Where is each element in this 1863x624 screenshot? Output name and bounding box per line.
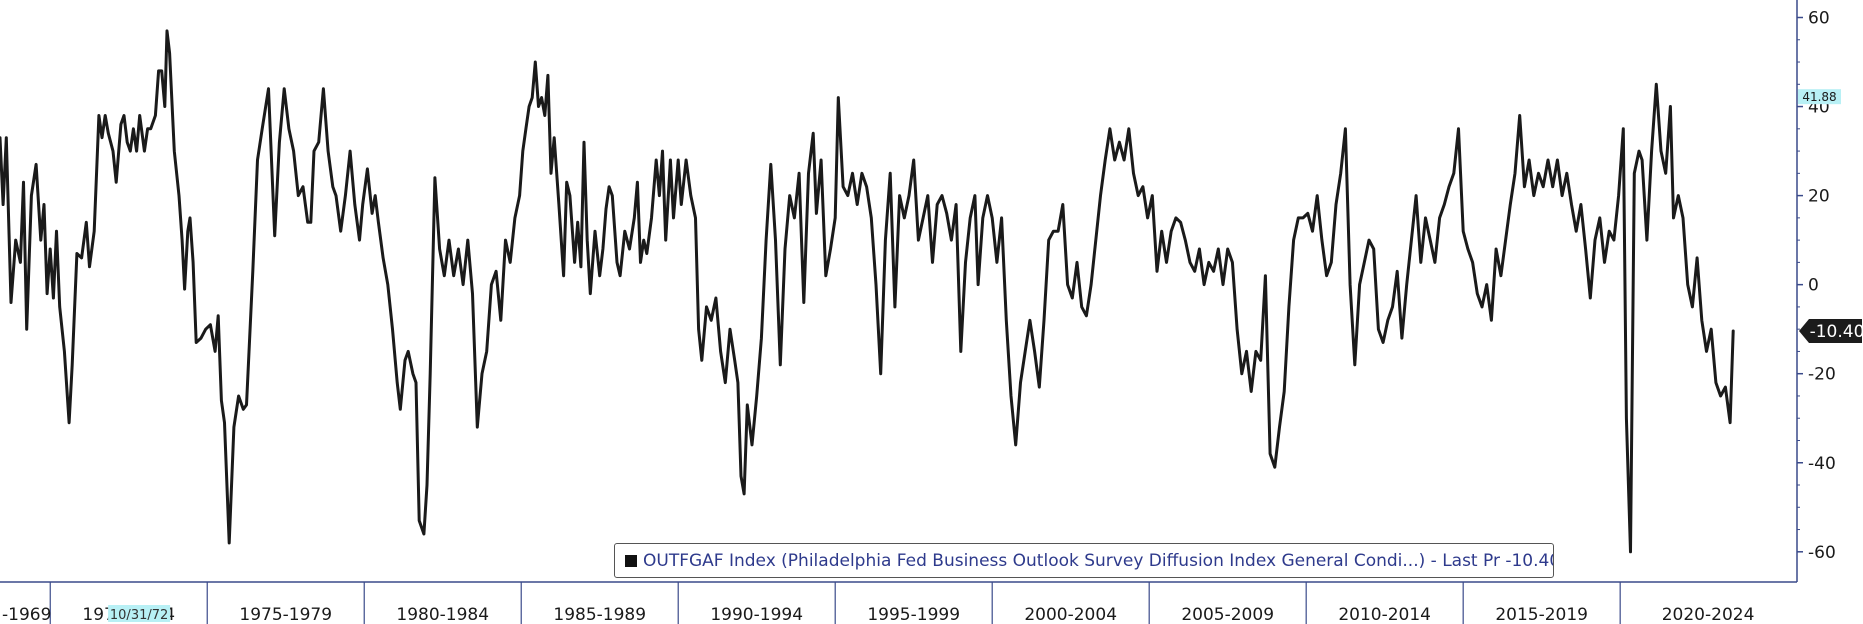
x-tick-label: 2015-2019 [1495, 605, 1588, 624]
highlight-tag-label: 41.88 [1802, 90, 1836, 104]
y-tick-label: -20 [1808, 365, 1836, 385]
y-tick-label: 60 [1808, 9, 1830, 29]
last-price-tag-bg [1799, 318, 1862, 343]
last-price-tag-label: -10.40 [1810, 322, 1863, 342]
x-tick-label: 1980-1984 [396, 605, 489, 624]
x-tick-label: 1995-1999 [867, 605, 960, 624]
crosshair-date-label: 10/31/72 [110, 608, 168, 623]
legend[interactable]: OUTFGAF Index (Philadelphia Fed Business… [614, 543, 1554, 578]
y-tick-label: 20 [1808, 187, 1830, 207]
x-tick-label: 1985-1989 [553, 605, 646, 624]
crosshair-date-bg [108, 605, 171, 622]
series-layer [0, 29, 1735, 554]
series-line-0 [0, 29, 1735, 554]
x-tick-label: -1969 [2, 605, 51, 624]
y-tick-label: -60 [1808, 543, 1836, 563]
x-tick-label: 1975-1979 [239, 605, 332, 624]
y-tick-label: 0 [1808, 276, 1819, 296]
y-tick-label: -40 [1808, 454, 1836, 474]
x-tick-label: 1990-1994 [710, 605, 803, 624]
legend-label: OUTFGAF Index (Philadelphia Fed Business… [643, 550, 1554, 571]
highlight-tag-bg [1798, 89, 1841, 105]
x-axis: -19691970-19741975-19791980-19841985-198… [0, 581, 1797, 624]
x-tick-label: 2000-2004 [1024, 605, 1117, 624]
x-tick-label: 2010-2014 [1338, 605, 1431, 624]
annotations: 41.88 -10.40 10/31/72 [108, 89, 1863, 623]
x-tick-label: 2005-2009 [1181, 605, 1274, 624]
x-tick-label: 2020-2024 [1662, 605, 1755, 624]
legend-swatch [625, 554, 637, 567]
